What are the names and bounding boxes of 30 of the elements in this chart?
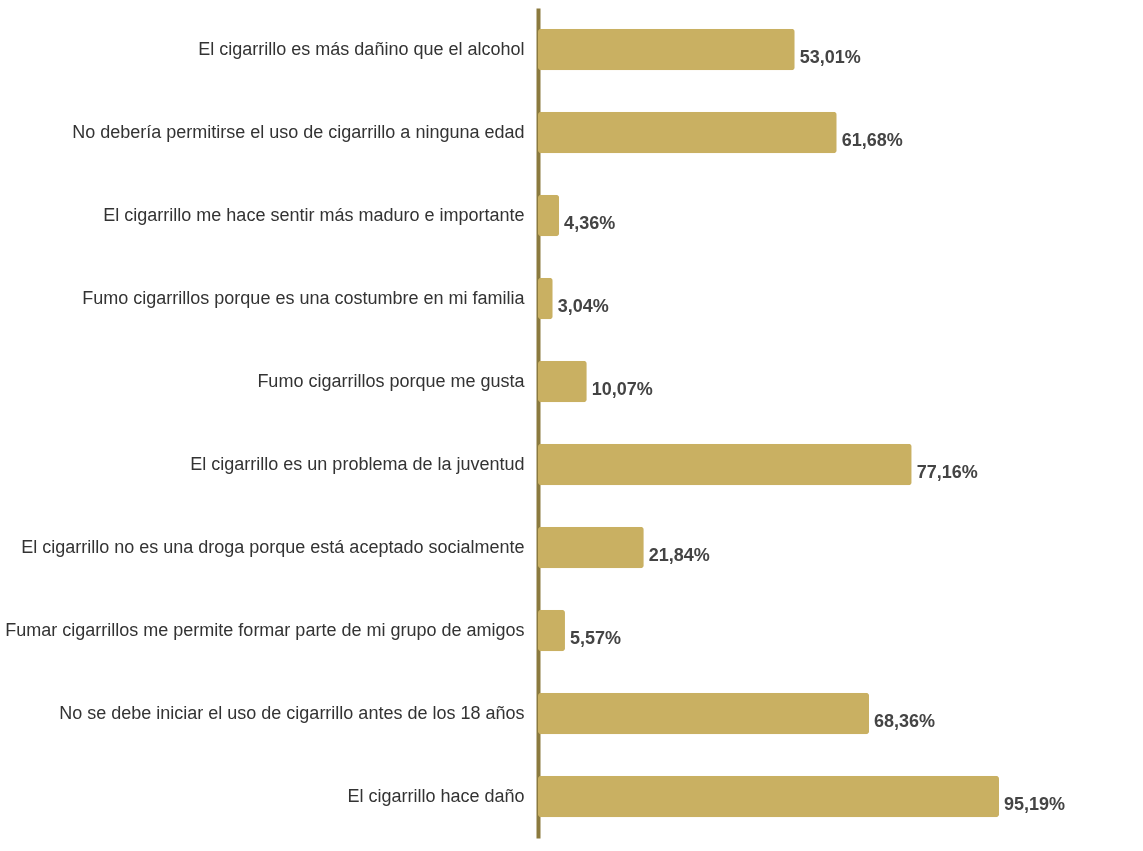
- y-tick-label: No se debe iniciar el uso de cigarrillo antes de los 18 años: [59, 702, 525, 723]
- y-tick-label: No debería permitirse el uso de cigarrillo a ninguna edad: [72, 121, 525, 142]
- bar: [538, 28, 795, 71]
- y-tick-label: Fumar cigarrillos me permite formar parte de mi grupo de amigos: [5, 619, 525, 640]
- bar: [538, 692, 870, 735]
- y-tick-label: El cigarrillo hace daño: [347, 785, 525, 806]
- data-label: 61,68%: [841, 129, 903, 150]
- bar: [538, 775, 999, 818]
- y-tick-label: El cigarrillo me hace sentir más maduro e importante: [103, 204, 525, 225]
- data-label: 4,36%: [564, 212, 616, 233]
- data-label: 95,19%: [1004, 793, 1066, 814]
- y-tick-label: El cigarrillo es más dañino que el alcohol: [198, 38, 525, 59]
- data-label: 10,07%: [591, 378, 653, 399]
- data-label: 68,36%: [874, 710, 936, 731]
- y-tick-label: El cigarrillo no es una droga porque está aceptado socialmente: [21, 536, 525, 557]
- bar: [538, 111, 837, 154]
- data-label: 77,16%: [916, 461, 978, 482]
- data-label: 5,57%: [569, 627, 622, 648]
- bar: [538, 609, 565, 652]
- y-tick-label: Fumo cigarrillos porque es una costumbre en mi familia: [82, 287, 526, 308]
- bar: [538, 360, 587, 403]
- bar: [538, 194, 560, 237]
- data-label: 3,04%: [557, 295, 609, 316]
- bar: [538, 526, 644, 569]
- data-label: 53,01%: [799, 46, 861, 67]
- y-tick-label: El cigarrillo es un problema de la juventud: [190, 453, 525, 474]
- data-label: 21,84%: [648, 544, 710, 565]
- bar: [538, 277, 553, 320]
- y-tick-label: Fumo cigarrillos porque me gusta: [257, 370, 526, 391]
- bar: [538, 443, 912, 486]
